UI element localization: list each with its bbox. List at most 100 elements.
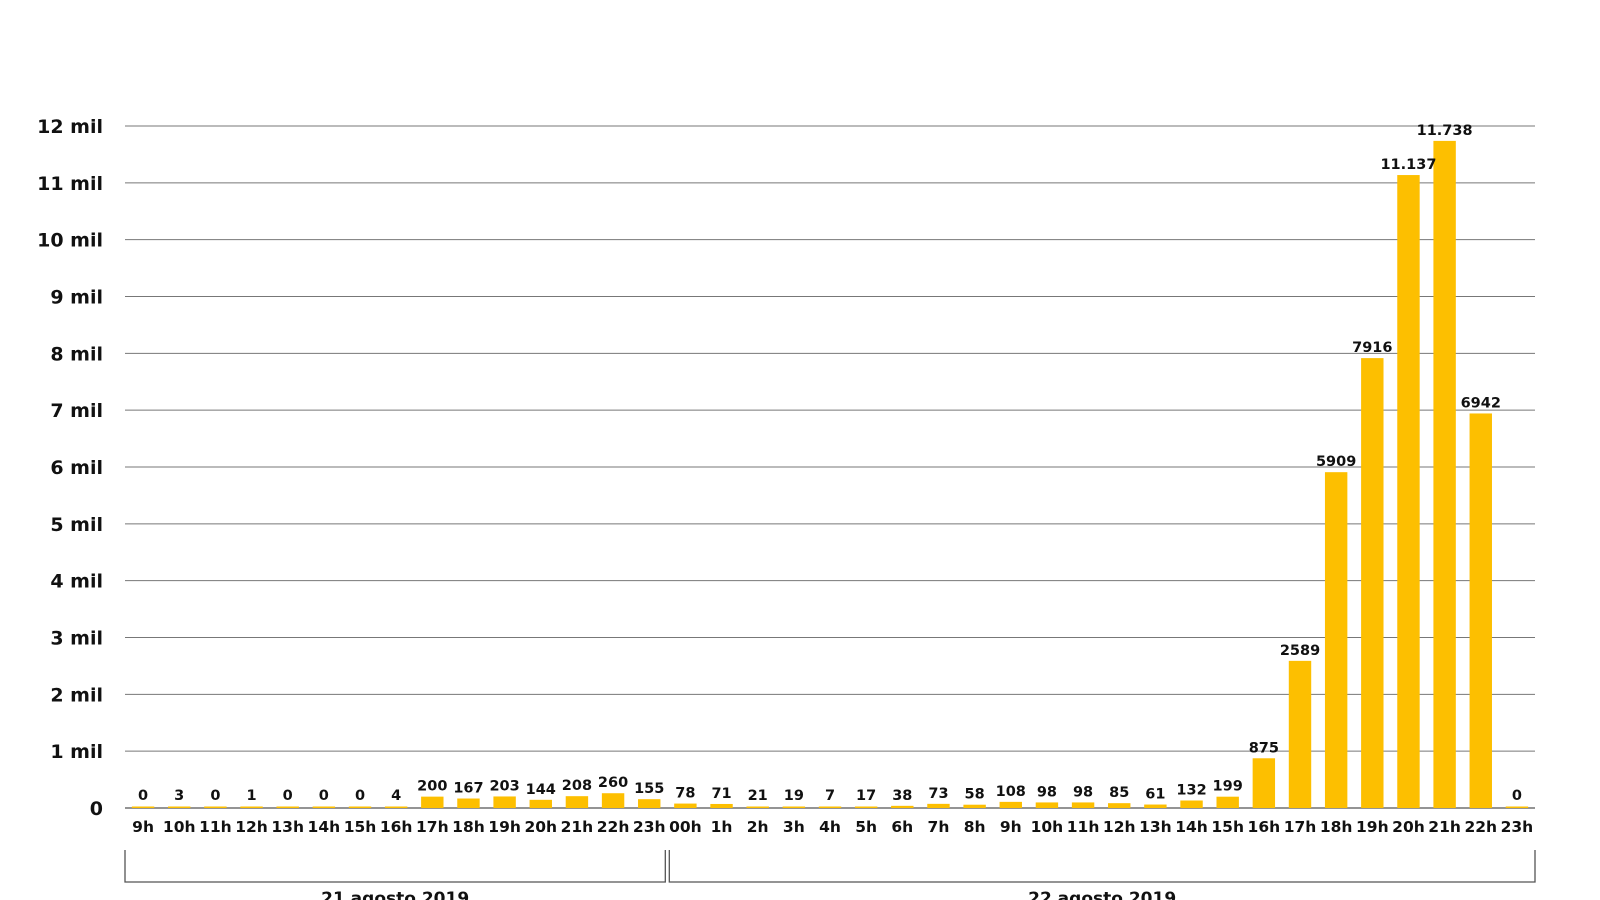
date-groups: 21 agosto 2019 22 agosto 2019: [124, 850, 1536, 900]
y-tick-label: 0: [90, 798, 103, 820]
x-tick-label: 23h: [633, 818, 666, 836]
data-label: 875: [1249, 740, 1279, 756]
x-tick-label: 19h: [1356, 818, 1389, 836]
data-label: 71: [711, 786, 731, 802]
bar-4h: [818, 806, 842, 808]
bar-11h: [204, 806, 227, 808]
bar-9h: [131, 806, 155, 808]
x-tick-label: 12h: [235, 818, 268, 836]
bar-18h: [457, 798, 480, 808]
bar-16h: [1252, 758, 1276, 808]
data-label: 0: [283, 788, 293, 804]
bar-6h: [891, 805, 914, 808]
x-tick-label: 13h: [271, 818, 304, 836]
bar-15h: [1216, 796, 1239, 808]
bar-10h: [1035, 802, 1059, 808]
x-tick-label: 17h: [1284, 818, 1317, 836]
bar-21h: [565, 796, 589, 808]
bar-15h: [348, 806, 372, 808]
bar-17h: [1288, 660, 1312, 808]
data-label: 38: [892, 788, 912, 804]
data-label: 98: [1037, 784, 1057, 800]
y-axis: 0 1 mil 2 mil 3 mil 4 mil 5 mil 6 mil 7 mil 8 mi…: [37, 116, 103, 820]
data-label: 17: [856, 788, 876, 804]
x-tick-label: 22h: [597, 818, 630, 836]
bar-5h: [854, 806, 878, 808]
data-label: 61: [1145, 787, 1165, 803]
data-label: 200: [417, 779, 447, 795]
data-label: 73: [928, 786, 948, 802]
data-label: 7: [825, 788, 835, 804]
x-tick-label: 18h: [452, 818, 485, 836]
bar-17h: [421, 796, 444, 808]
x-tick-label: 10h: [163, 818, 196, 836]
x-tick-label: 11h: [1067, 818, 1100, 836]
x-tick-label: 6h: [891, 818, 913, 836]
bar-22h: [1469, 413, 1492, 808]
data-label: 108: [996, 784, 1026, 800]
x-tick-label: 14h: [1175, 818, 1208, 836]
bar-00h: [674, 803, 697, 808]
y-tick-label: 9 mil: [50, 287, 103, 309]
y-tick-label: 10 mil: [37, 230, 103, 252]
data-label: 58: [965, 787, 985, 803]
bar-13h: [1144, 804, 1167, 808]
data-label: 4: [391, 788, 401, 804]
bar-19h: [1361, 358, 1384, 808]
data-label: 78: [675, 786, 695, 802]
bar-11h: [1071, 802, 1095, 808]
data-label: 85: [1109, 785, 1129, 801]
data-label: 2589: [1280, 643, 1320, 659]
data-label: 208: [562, 778, 592, 794]
bars: [131, 140, 1529, 809]
y-tick-label: 12 mil: [37, 116, 103, 138]
data-label: 19: [784, 788, 804, 804]
bar-14h: [1180, 800, 1203, 808]
data-label: 0: [1512, 788, 1522, 804]
bar-21h: [1433, 140, 1456, 809]
bar-12h: [240, 806, 263, 808]
data-label: 203: [489, 778, 519, 794]
x-tick-label: 13h: [1139, 818, 1172, 836]
bar-13h: [276, 806, 299, 808]
x-tick-label: 22h: [1464, 818, 1497, 836]
bar-12h: [1108, 803, 1131, 808]
x-tick-label: 2h: [747, 818, 769, 836]
x-tick-label: 15h: [344, 818, 377, 836]
data-label: 0: [355, 788, 365, 804]
data-label: 0: [210, 788, 220, 804]
data-label: 144: [526, 782, 556, 798]
data-labels: 0 3 0 1 0 0 0 4 200 167 203 144 208 260 155 78 71 21 19 7 17…: [138, 123, 1522, 804]
date-bracket: [668, 850, 1536, 883]
bar-2h: [746, 806, 769, 808]
date-bracket: [124, 850, 666, 883]
bar-14h: [312, 806, 336, 808]
y-tick-label: 7 mil: [50, 400, 103, 422]
x-tick-label: 10h: [1031, 818, 1064, 836]
bar-22h: [601, 793, 625, 808]
x-tick-label: 20h: [1392, 818, 1425, 836]
x-tick-label: 18h: [1320, 818, 1353, 836]
data-label: 11.137: [1380, 157, 1436, 173]
bar-7h: [927, 803, 950, 808]
y-tick-label: 2 mil: [50, 684, 103, 706]
y-tick-label: 3 mil: [50, 628, 103, 650]
y-tick-label: 8 mil: [50, 343, 103, 365]
x-tick-label: 5h: [855, 818, 877, 836]
data-label: 5909: [1316, 454, 1356, 470]
bar-16h: [384, 806, 408, 808]
bar-19h: [493, 796, 516, 808]
bar-20h: [529, 799, 552, 808]
data-label: 199: [1213, 779, 1243, 795]
data-label: 11.738: [1417, 123, 1473, 139]
data-label: 98: [1073, 784, 1093, 800]
x-tick-label: 11h: [199, 818, 232, 836]
bar-20h: [1397, 175, 1420, 808]
data-label: 21: [748, 788, 768, 804]
x-tick-label: 3h: [783, 818, 805, 836]
gridlines: [125, 125, 1535, 809]
x-tick-label: 00h: [669, 818, 702, 836]
y-tick-label: 1 mil: [50, 741, 103, 763]
data-label: 0: [319, 788, 329, 804]
x-tick-label: 14h: [308, 818, 341, 836]
